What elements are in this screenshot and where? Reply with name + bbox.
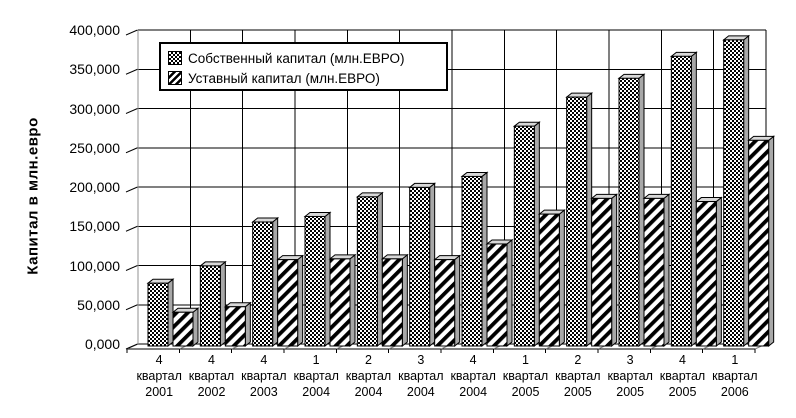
bar-side-face [690,51,697,348]
bar-top-face [251,217,280,223]
bar-own-capital [147,282,169,347]
bar-own-capital [304,215,326,347]
bar-top-face [198,261,227,267]
bar-own-capital [618,77,640,347]
bar-side-face [663,193,670,348]
bar-charter-capital [748,139,770,347]
bar-side-face [638,73,645,348]
y-axis-title: Капитал в млн.евро [24,117,42,275]
bar-side-face [558,209,565,348]
bar-charter-capital [643,197,665,347]
bar-top-face [408,182,437,188]
bar-charter-capital [538,213,560,347]
bar-top-face [590,193,619,199]
stripe-pattern-swatch-icon [168,71,182,85]
bar-top-face [303,211,332,217]
bar-top-face [747,135,776,141]
bar-top-face [694,197,723,203]
bar-side-face [192,307,199,348]
bar-top-face [380,254,409,260]
bar-own-capital [670,55,692,347]
bar-top-face [485,239,514,245]
bar-side-face [297,254,304,348]
bar-charter-capital [277,259,299,347]
bar-top-face [512,121,541,127]
bar-charter-capital [224,306,246,347]
bar-charter-capital [434,259,456,347]
bar-side-face [533,121,540,348]
legend-item-own-capital: Собственный капитал (млн.ЕВРО) [168,48,446,68]
bar-charter-capital [486,243,508,347]
bar-charter-capital [591,197,613,347]
bar-side-face [506,238,513,348]
bar-side-face [376,191,383,348]
bar-top-face [433,255,462,261]
bar-side-face [401,253,408,348]
bar-top-face [460,171,489,177]
bar-own-capital [199,265,221,347]
bar-own-capital [409,186,431,347]
bar-charter-capital [695,201,717,347]
bar-side-face [454,254,461,348]
bar-top-face [669,51,698,57]
bar-charter-capital [172,311,194,347]
bar-side-face [244,301,251,348]
bar-top-face [328,254,357,260]
checker-pattern-swatch-icon [168,51,182,65]
bar-own-capital [461,175,483,347]
bar-side-face [743,34,750,348]
legend-item-charter-capital: Уставный капитал (млн.ЕВРО) [168,68,446,88]
bar-own-capital [356,196,378,347]
legend-label-charter-capital: Уставный капитал (млн.ЕВРО) [188,70,380,86]
bar-side-face [429,182,436,348]
bar-top-face [537,209,566,215]
legend: Собственный капитал (млн.ЕВРО) Уставный … [159,42,448,91]
bar-charter-capital [381,258,403,347]
bar-side-face [715,196,722,348]
bar-charter-capital [329,258,351,347]
legend-label-own-capital: Собственный капитал (млн.ЕВРО) [188,50,405,66]
bar-top-face [642,193,671,199]
bar-top-face [276,255,305,261]
bar-side-face [586,92,593,348]
bar-own-capital [252,221,274,347]
bar-side-face [324,211,331,348]
bar-top-face [617,73,646,79]
bar-side-face [219,260,226,348]
bar-side-face [768,135,775,348]
bar-own-capital [513,125,535,347]
bar-top-face [223,302,252,308]
bar-top-face [355,192,384,198]
bar-own-capital [723,39,745,347]
bar-side-face [481,171,488,348]
bar-top-face [146,278,175,284]
bar-top-face [722,35,751,41]
bar-top-face [565,92,594,98]
bar-side-face [272,216,279,348]
bar-side-face [611,193,618,348]
bar-own-capital [566,96,588,347]
bar-top-face [171,307,200,313]
bar-side-face [349,253,356,348]
